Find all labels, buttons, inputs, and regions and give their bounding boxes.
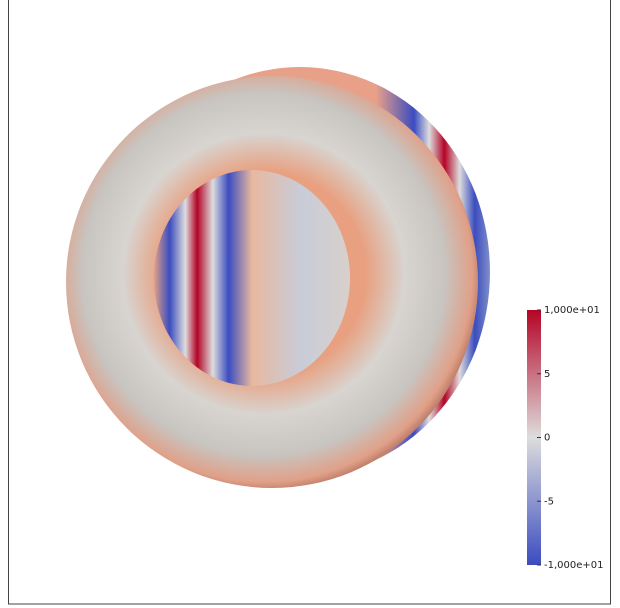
tick-label: 5	[544, 369, 550, 380]
color-legend: 1,000e+01 5 0 -5 -1,000e+01	[527, 305, 604, 571]
tick-label: -1,000e+01	[544, 560, 604, 571]
tick-label: 1,000e+01	[544, 305, 600, 316]
render-view: 1,000e+01 5 0 -5 -1,000e+01	[0, 0, 620, 608]
tick-label: -5	[544, 496, 554, 507]
tick-label: 0	[544, 433, 550, 444]
torus-hole	[154, 170, 350, 386]
